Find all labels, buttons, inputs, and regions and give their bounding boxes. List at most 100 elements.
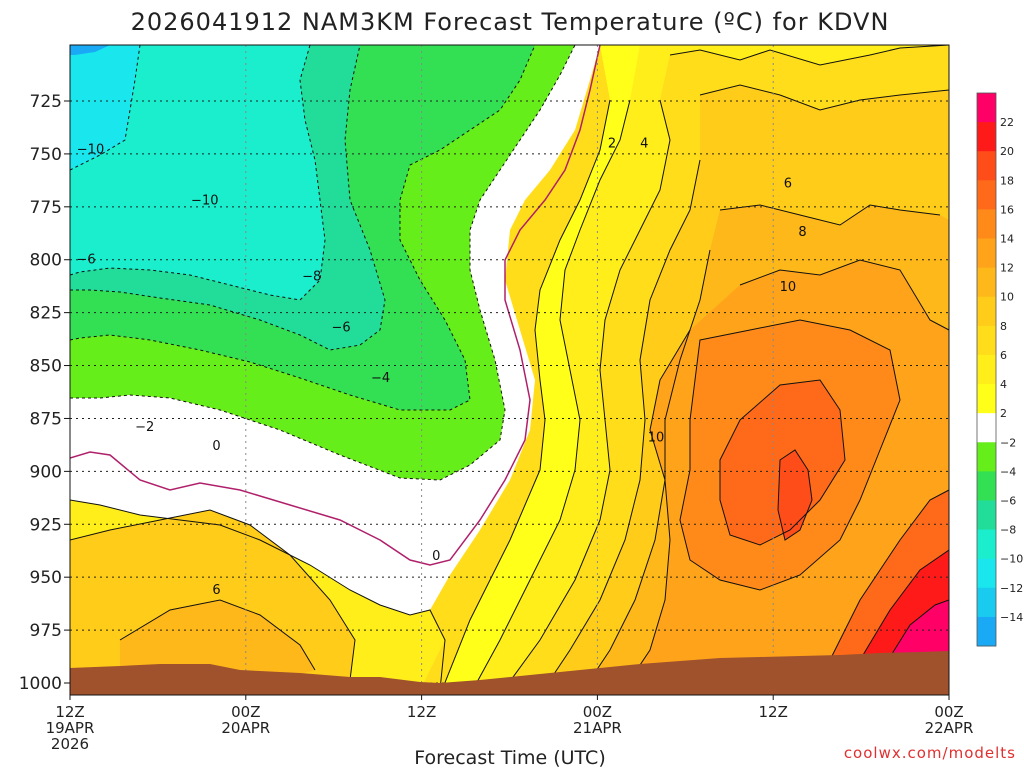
colorbar-swatch: [977, 442, 996, 472]
colorbar-swatch: [977, 122, 996, 152]
contour-labels: −10 −10 −6 −8 −6 −4 −2 0 0 6 2 4 6 8 10 10: [77, 136, 807, 598]
contour-lines: [70, 45, 949, 695]
x-tick-label: 00Z: [583, 703, 612, 721]
contour-line-minus8: [70, 45, 326, 301]
colorbar-label: 10: [1000, 291, 1014, 304]
y-tick-label: 925: [30, 515, 62, 535]
contour-fill-8-left: [120, 600, 315, 685]
contour-fill-minus14: [70, 45, 110, 55]
y-axis: 725 750 775 800 825 850 875 900 925 950 975 1000: [19, 92, 70, 694]
contour-line-minus6: [70, 45, 386, 351]
colorbar-label: 18: [1000, 174, 1014, 187]
y-tick-label: 875: [30, 409, 62, 429]
colorbar-swatch: [977, 558, 996, 589]
contour-line-minus4: [70, 45, 536, 411]
colorbar-label: 8: [1000, 320, 1007, 333]
contour-line-16-lowright: [829, 489, 949, 661]
contour-fill-18-right: [778, 450, 812, 540]
y-tick-label: 900: [30, 462, 62, 482]
y-tick-label: 725: [30, 92, 62, 112]
x-tick-label: 00Z: [934, 703, 963, 721]
x-tick-label: 00Z: [231, 703, 260, 721]
colorbar-swatch: [977, 500, 996, 531]
y-tick-label: 1000: [19, 674, 62, 694]
contour-label: 8: [798, 225, 806, 240]
colorbar-swatch: [977, 325, 996, 356]
colorbar-label: 14: [1000, 233, 1014, 246]
contour-label: −10: [191, 193, 218, 208]
contour-label: 0: [212, 439, 220, 454]
colorbar-label: 6: [1000, 349, 1007, 362]
colorbar-swatch: [977, 529, 996, 560]
contour-line-16-right: [719, 379, 846, 546]
y-tick-label: 800: [30, 251, 62, 271]
plot-frame: [69, 44, 950, 696]
colorbar-label: 4: [1000, 378, 1007, 391]
colorbar-swatch: [977, 354, 996, 385]
colorbar-swatch: [977, 151, 996, 181]
colorbar-swatch: [977, 413, 996, 443]
colorbar-label: −12: [1000, 582, 1023, 595]
terrain-surface: [70, 651, 949, 695]
x-tick-label: 12Z: [407, 703, 436, 721]
y-tick-label: 750: [30, 145, 62, 165]
contour-label: −2: [135, 420, 154, 435]
colorbar-label: 2: [1000, 407, 1007, 420]
grid-lines: [70, 45, 949, 695]
colorbar-label: −8: [1000, 524, 1016, 537]
contour-label: −10: [77, 143, 104, 158]
contour-label: 6: [784, 177, 792, 192]
x-tick-label: 2026: [51, 735, 89, 753]
contour-label: −6: [331, 320, 350, 335]
contour-line-2-left: [70, 499, 446, 691]
contour-line-12-right: [619, 259, 949, 695]
contour-label: −6: [77, 253, 96, 268]
colorbar-label: 12: [1000, 262, 1014, 275]
contour-line-6-right: [499, 45, 949, 695]
y-tick-label: 850: [30, 357, 62, 377]
contour-line-4-left: [70, 509, 356, 681]
x-tick-label: 22APR: [925, 719, 974, 737]
contour-label: 4: [640, 136, 648, 151]
contour-label: 10: [648, 431, 665, 446]
contour-line-18-right: [777, 449, 813, 541]
contour-fill-zero-band: [70, 45, 600, 615]
contour-line-zero: [70, 45, 601, 566]
colorbar-label: −4: [1000, 465, 1016, 478]
contour-line-4-right: [469, 99, 631, 695]
contour-label: −8: [302, 270, 321, 285]
contour-line-22-lowright: [884, 599, 949, 666]
credit-text: coolwx.com/modelts: [844, 744, 1016, 762]
colorbar-label: −14: [1000, 611, 1023, 624]
contour-label: 10: [780, 280, 797, 295]
y-tick-label: 975: [30, 621, 62, 641]
y-tick-label: 775: [30, 198, 62, 218]
colorbar-swatch: [977, 296, 996, 327]
plot-area: [70, 45, 949, 695]
contour-label: 0: [432, 549, 440, 564]
x-tick-label: 12Z: [55, 703, 84, 721]
colorbar-label: 22: [1000, 116, 1014, 129]
contour-line-minus10: [70, 45, 141, 171]
x-tick-label: 21APR: [573, 719, 622, 737]
contour-line-14-right: [679, 319, 901, 591]
x-tick-label: 20APR: [221, 719, 270, 737]
colorbar-label: 20: [1000, 145, 1014, 158]
colorbar: 22 20 18 16 14 12 10 8 6 4 2 −2 −4 −6 −8 −10 −12 −14: [976, 92, 1023, 647]
x-axis-label: Forecast Time (UTC): [414, 747, 605, 768]
colorbar-swatch: [977, 238, 996, 269]
contour-line-6-left: [119, 599, 316, 671]
colorbar-label: −6: [1000, 494, 1016, 507]
contour-label: 6: [212, 583, 220, 598]
colorbar-swatch: [977, 471, 996, 501]
contour-label: −4: [371, 371, 390, 386]
colorbar-label: 16: [1000, 203, 1014, 216]
colorbar-frame: [976, 92, 997, 647]
contour-line-2-right: [439, 99, 611, 695]
colorbar-swatch: [977, 93, 996, 123]
colorbar-swatch: [977, 267, 996, 298]
chart-title: 2026041912 NAM3KM Forecast Temperature (…: [131, 8, 890, 36]
y-tick-label: 825: [30, 304, 62, 324]
colorbar-swatch: [977, 209, 996, 240]
